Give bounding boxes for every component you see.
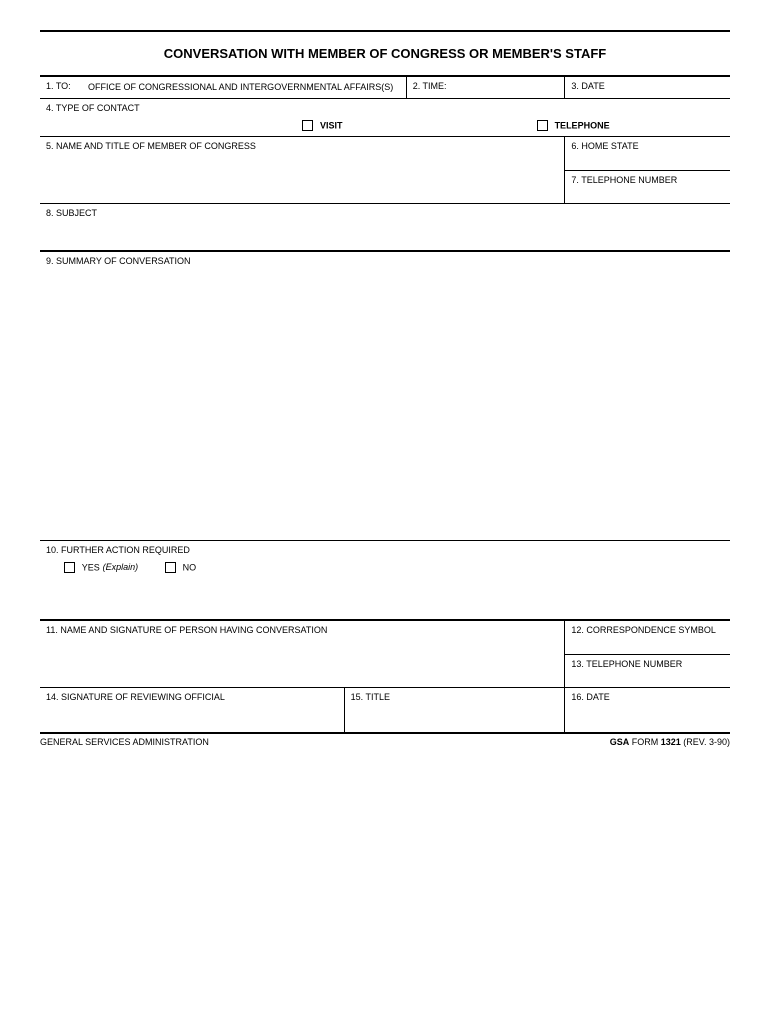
field-8-subject[interactable]: 8. SUBJECT [40, 204, 730, 250]
row-5-6-7: 5. NAME AND TITLE OF MEMBER OF CONGRESS … [40, 137, 730, 203]
footer-number: 1321 [661, 737, 681, 747]
field-1-to: 1. TO: OFFICE OF CONGRESSIONAL AND INTER… [40, 77, 406, 98]
footer-gsa: GSA [610, 737, 630, 747]
option-visit[interactable]: VISIT [302, 120, 468, 131]
field-2-label: 2. TIME: [413, 81, 447, 91]
field-8-label: 8. SUBJECT [46, 208, 97, 218]
top-rule [40, 30, 730, 32]
field-15-label: 15. TITLE [351, 692, 390, 702]
row-10-options: YES (Explain) NO [40, 559, 730, 579]
option-yes[interactable]: YES (Explain) [64, 562, 141, 573]
field-4-label: 4. TYPE OF CONTACT [46, 103, 140, 113]
field-6-label: 6. HOME STATE [571, 141, 638, 151]
field-3-date[interactable]: 3. DATE [564, 77, 730, 98]
row-4-options: VISIT TELEPHONE [40, 117, 730, 136]
checkbox-no[interactable] [165, 562, 176, 573]
row-1: 1. TO: OFFICE OF CONGRESSIONAL AND INTER… [40, 77, 730, 98]
field-10-label: 10. FURTHER ACTION REQUIRED [46, 545, 190, 555]
field-4-type: 4. TYPE OF CONTACT [40, 99, 730, 117]
field-16-label: 16. DATE [571, 692, 609, 702]
option-no[interactable]: NO [165, 562, 196, 573]
col-12-13: 12. CORRESPONDENCE SYMBOL 13. TELEPHONE … [564, 621, 730, 687]
field-13-phone[interactable]: 13. TELEPHONE NUMBER [564, 655, 730, 687]
label-yes: YES [82, 562, 100, 572]
field-14-reviewer[interactable]: 14. SIGNATURE OF REVIEWING OFFICIAL [40, 688, 344, 732]
footer-form: FORM [629, 737, 661, 747]
field-9-label: 9. SUMMARY OF CONVERSATION [46, 256, 191, 266]
field-15-title[interactable]: 15. TITLE [344, 688, 565, 732]
label-telephone: TELEPHONE [555, 120, 610, 130]
field-7-label: 7. TELEPHONE NUMBER [571, 175, 677, 185]
field-11-signature[interactable]: 11. NAME AND SIGNATURE OF PERSON HAVING … [40, 621, 564, 687]
field-5-label: 5. NAME AND TITLE OF MEMBER OF CONGRESS [46, 141, 256, 151]
field-10-action: 10. FURTHER ACTION REQUIRED [40, 541, 730, 559]
label-visit: VISIT [320, 120, 343, 130]
footer-rev: (REV. 3-90) [681, 737, 730, 747]
field-9-summary[interactable]: 9. SUMMARY OF CONVERSATION [40, 252, 730, 270]
row-14-15-16: 14. SIGNATURE OF REVIEWING OFFICIAL 15. … [40, 688, 730, 732]
label-no: NO [183, 562, 197, 572]
form-title: CONVERSATION WITH MEMBER OF CONGRESS OR … [40, 46, 730, 61]
row-11-12-13: 11. NAME AND SIGNATURE OF PERSON HAVING … [40, 621, 730, 687]
field-14-label: 14. SIGNATURE OF REVIEWING OFFICIAL [46, 692, 225, 702]
col-6-7: 6. HOME STATE 7. TELEPHONE NUMBER [564, 137, 730, 203]
field-12-symbol[interactable]: 12. CORRESPONDENCE SYMBOL [564, 621, 730, 654]
field-5-name[interactable]: 5. NAME AND TITLE OF MEMBER OF CONGRESS [40, 137, 564, 203]
field-11-label: 11. NAME AND SIGNATURE OF PERSON HAVING … [46, 625, 327, 635]
form-container: CONVERSATION WITH MEMBER OF CONGRESS OR … [40, 30, 730, 747]
footer: GENERAL SERVICES ADMINISTRATION GSA FORM… [40, 734, 730, 747]
checkbox-visit[interactable] [302, 120, 313, 131]
field-3-label: 3. DATE [571, 81, 604, 91]
field-6-state[interactable]: 6. HOME STATE [564, 137, 730, 170]
field-13-label: 13. TELEPHONE NUMBER [571, 659, 682, 669]
field-1-value: OFFICE OF CONGRESSIONAL AND INTERGOVERNM… [88, 81, 400, 94]
field-12-label: 12. CORRESPONDENCE SYMBOL [571, 625, 716, 635]
checkbox-telephone[interactable] [537, 120, 548, 131]
footer-right: GSA FORM 1321 (REV. 3-90) [610, 737, 730, 747]
gap [40, 579, 730, 619]
field-7-phone[interactable]: 7. TELEPHONE NUMBER [564, 171, 730, 203]
label-explain: (Explain) [103, 562, 139, 572]
field-2-time[interactable]: 2. TIME: [406, 77, 565, 98]
summary-space[interactable] [40, 270, 730, 540]
field-1-label: 1. TO: [46, 81, 88, 94]
footer-left: GENERAL SERVICES ADMINISTRATION [40, 737, 209, 747]
option-telephone[interactable]: TELEPHONE [537, 120, 610, 131]
field-16-date[interactable]: 16. DATE [564, 688, 730, 732]
checkbox-yes[interactable] [64, 562, 75, 573]
